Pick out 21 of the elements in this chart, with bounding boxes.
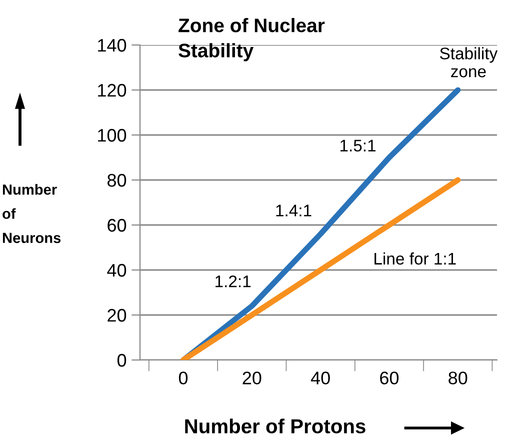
y-tick-label: 40 — [107, 264, 126, 277]
y-tick-label: 120 — [98, 84, 126, 97]
y-tick-label: 20 — [108, 308, 126, 322]
annotation: Stability zone — [440, 47, 498, 78]
x-tick-label: 80 — [448, 372, 468, 384]
x-tick-label: 60 — [380, 372, 399, 384]
x-tick-label: 20 — [242, 372, 262, 384]
y-tick-label: 0 — [117, 354, 126, 367]
y-tick-label: 60 — [108, 218, 126, 232]
x-axis-title: Number of Protons — [185, 418, 366, 434]
y-tick-label: 140 — [98, 38, 126, 52]
x-tick-label: 40 — [310, 372, 330, 384]
annotation: 1.2:1 — [216, 275, 251, 288]
y-tick-label: 100 — [98, 128, 126, 142]
x-tick-label: 0 — [178, 372, 188, 384]
chart-title: Zone of Nuclear Stability — [178, 18, 325, 62]
annotation: 1.5:1 — [340, 140, 376, 152]
y-axis-title: Number of Neurons — [2, 184, 61, 244]
annotation: Line for 1:1 — [374, 252, 456, 265]
annotation: 1.4:1 — [276, 204, 312, 216]
y-tick-label: 80 — [108, 174, 126, 187]
